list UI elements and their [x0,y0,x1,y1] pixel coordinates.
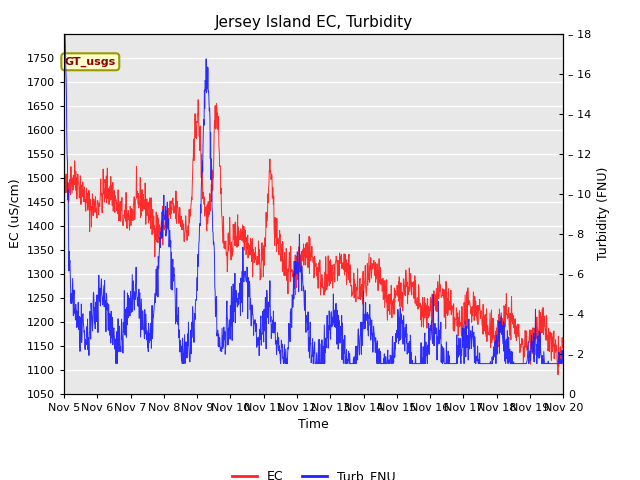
Legend: EC, Turb_FNU: EC, Turb_FNU [227,465,401,480]
Y-axis label: EC (uS/cm): EC (uS/cm) [8,179,21,249]
Text: GT_usgs: GT_usgs [65,57,116,67]
Y-axis label: Turbidity (FNU): Turbidity (FNU) [597,167,610,260]
X-axis label: Time: Time [298,418,329,431]
Title: Jersey Island EC, Turbidity: Jersey Island EC, Turbidity [214,15,413,30]
